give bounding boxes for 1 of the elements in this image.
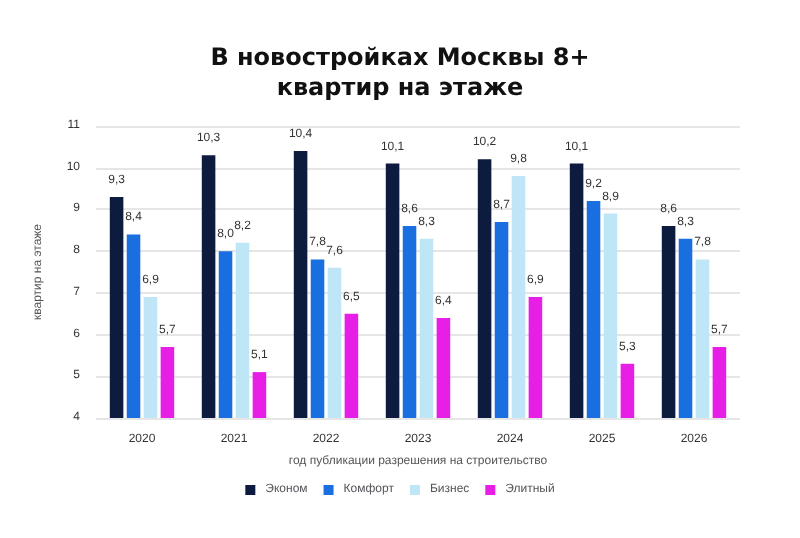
chart-title: В новостройках Москвы 8+ квартир на этаже xyxy=(210,43,590,101)
